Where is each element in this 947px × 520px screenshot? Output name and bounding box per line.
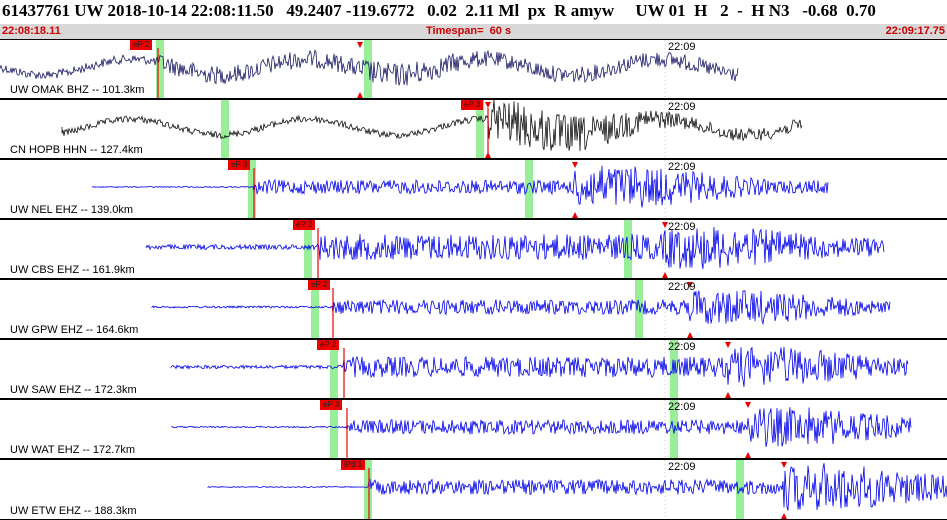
pick-tag[interactable]: iPd 1 (341, 460, 366, 470)
phase-marker-top (662, 222, 668, 228)
trace-panel[interactable]: 22:09 eP 3 UW NEL EHZ -- 139.0km (0, 159, 947, 219)
event-header: 61437761 UW 2018-10-14 22:08:11.50 49.24… (0, 0, 947, 22)
analysis-window (364, 40, 372, 98)
time-mark-label: 22:09 (668, 281, 696, 293)
analysis-window (364, 460, 372, 519)
pick-tag[interactable]: eP 2 (293, 220, 316, 230)
time-mark-label: 22:09 (668, 161, 696, 173)
start-time: 22:08:18.11 (2, 25, 61, 37)
analysis-window (635, 280, 643, 338)
trace-panel[interactable]: 22:09 iPd 1 UW ETW EHZ -- 188.3km (0, 459, 947, 520)
analysis-window (221, 100, 229, 158)
analysis-window (670, 400, 678, 458)
waveform (171, 400, 912, 458)
waveform (91, 160, 829, 218)
phase-marker-bottom (662, 272, 668, 278)
time-mark-label: 22:09 (668, 101, 696, 113)
phase-marker-top (745, 402, 751, 408)
analysis-window (330, 340, 338, 398)
event-title: 61437761 UW 2018-10-14 22:08:11.50 49.24… (2, 1, 876, 20)
channel-label: UW CBS EHZ -- 161.9km (10, 264, 135, 276)
pick-tag[interactable]: eP 2 (317, 340, 340, 350)
trace-panel[interactable]: 22:09 eP 2 UW CBS EHZ -- 161.9km (0, 219, 947, 279)
waveform-line (61, 100, 803, 152)
phase-marker-top (357, 42, 363, 48)
analysis-window (311, 280, 319, 338)
channel-label: UW OMAK BHZ -- 101.3km (10, 84, 145, 96)
time-mark-label: 22:09 (668, 461, 696, 473)
waveform (170, 340, 909, 398)
pick-tag[interactable]: eP 3 (461, 100, 484, 110)
waveform (145, 220, 885, 278)
time-bar: 22:08:18.11 Timespan= 60 s 22:09:17.75 (0, 24, 947, 39)
waveform-line (91, 165, 829, 208)
analysis-window (525, 160, 533, 218)
waveform (151, 280, 891, 338)
time-mark-label: 22:09 (668, 341, 696, 353)
phase-marker-top (572, 162, 578, 168)
waveform-line (171, 407, 912, 447)
waveform-line (145, 226, 885, 270)
channel-label: UW NEL EHZ -- 139.0km (10, 204, 134, 216)
waveform-line (207, 463, 947, 511)
waveform (0, 40, 739, 98)
pick-tag[interactable]: eP 3 (228, 160, 251, 170)
channel-label: CN HOPB HHN -- 127.4km (10, 144, 143, 156)
seismogram-traces[interactable]: 22:09 eP 2 UW OMAK BHZ -- 101.3km 22:09 … (0, 39, 947, 520)
phase-marker-top (687, 282, 693, 288)
trace-panel[interactable]: 22:09 eP 2 UW OMAK BHZ -- 101.3km (0, 39, 947, 99)
time-mark-label: 22:09 (668, 41, 696, 53)
time-mark-label: 22:09 (668, 401, 696, 413)
channel-label: UW SAW EHZ -- 172.3km (10, 384, 137, 396)
phase-marker-bottom (745, 452, 751, 458)
trace-panel[interactable]: 22:09 eP 3 UW WAT EHZ -- 172.7km (0, 399, 947, 459)
phase-marker-bottom (357, 92, 363, 98)
trace-panel[interactable]: 22:09 eP 3 CN HOPB HHN -- 127.4km (0, 99, 947, 159)
phase-marker-top (781, 462, 787, 468)
end-time: 22:09:17.75 (885, 25, 945, 37)
analysis-window (330, 400, 338, 458)
analysis-window (624, 220, 632, 278)
trace-panel[interactable]: 22:09 eP 2 UW GPW EHZ -- 164.6km (0, 279, 947, 339)
channel-label: UW GPW EHZ -- 164.6km (10, 324, 139, 336)
channel-label: UW WAT EHZ -- 172.7km (10, 444, 136, 456)
waveform-line (151, 290, 891, 326)
analysis-window (476, 100, 484, 158)
waveform (207, 460, 947, 519)
channel-label: UW ETW EHZ -- 188.3km (10, 505, 137, 517)
waveform-line (170, 346, 909, 387)
phase-marker-bottom (725, 392, 731, 398)
phase-marker-bottom (781, 513, 787, 519)
pick-tag[interactable]: eP 3 (320, 400, 343, 410)
analysis-window (248, 160, 256, 218)
phase-marker-top (725, 342, 731, 348)
trace-panel[interactable]: 22:09 eP 2 UW SAW EHZ -- 172.3km (0, 339, 947, 399)
pick-tag[interactable]: eP 2 (308, 280, 331, 290)
phase-marker-bottom (485, 152, 491, 158)
phase-marker-bottom (687, 332, 693, 338)
waveform-line (0, 49, 739, 86)
time-mark-label: 22:09 (668, 221, 696, 233)
pick-tag[interactable]: eP 2 (130, 40, 153, 50)
timespan-label: Timespan= 60 s (426, 25, 512, 37)
waveform (61, 100, 803, 158)
analysis-window (156, 40, 164, 98)
phase-marker-bottom (572, 212, 578, 218)
phase-marker-top (485, 102, 491, 108)
